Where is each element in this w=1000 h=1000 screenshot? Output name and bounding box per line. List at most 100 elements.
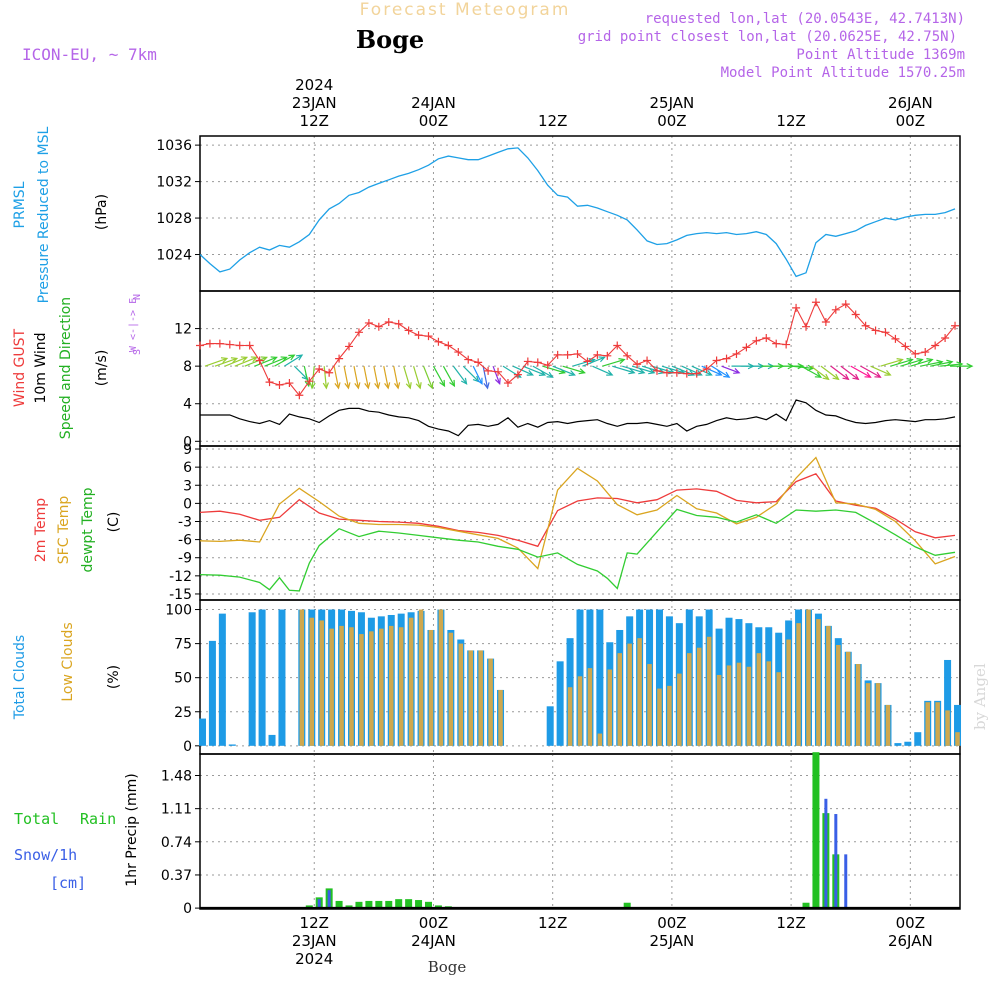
wind-gust-marker	[196, 341, 204, 350]
cloud-bar	[954, 704, 962, 746]
cloud-bar	[657, 688, 662, 746]
clouds-ytick-label: 100	[165, 603, 192, 619]
wind-arrow-head	[628, 368, 636, 375]
wind-arrow-head	[864, 371, 872, 378]
wind-gust-marker	[533, 358, 542, 367]
cloud-bar	[369, 631, 374, 746]
wind-arrow-head	[427, 382, 434, 390]
temperature-ytick-label: 6	[183, 460, 192, 476]
cloud-bar	[816, 619, 821, 746]
cloud-bar	[268, 734, 276, 746]
wind-gust-marker	[513, 370, 522, 379]
pressure-line	[199, 147, 956, 278]
cloud-bar	[319, 620, 324, 746]
wind-labels: Wind GUST 10m Wind Speed and Direction (…	[12, 294, 143, 439]
cloud-bar	[299, 609, 305, 746]
time-label-top: 00Z	[896, 112, 925, 130]
wind-arrow-head	[733, 367, 741, 374]
wind-arrow	[293, 365, 309, 380]
wind-arrow-head	[906, 358, 914, 365]
wind-gust-marker	[603, 351, 612, 360]
precip-bar	[844, 854, 848, 909]
pressure-ytick-label: 1024	[156, 248, 192, 264]
temperature-ytick-label: -15	[169, 587, 192, 603]
wind-gust-marker	[364, 318, 373, 327]
cloud-bar	[865, 683, 871, 746]
wind-gust-marker	[811, 298, 820, 307]
wind-gust-marker	[325, 368, 334, 377]
wind-arrow	[820, 365, 839, 380]
wind-gust-marker	[851, 310, 860, 319]
cloud-bar	[726, 665, 732, 746]
cloud-bar	[687, 653, 692, 746]
pressure-labels: PRMSL Pressure Reduced to MSL (hPa)	[12, 126, 110, 303]
precip-bar	[385, 900, 393, 909]
time-label-top: 12Z	[538, 112, 567, 130]
wind-gust-marker	[682, 369, 691, 378]
wind-arrow	[900, 358, 923, 367]
wind-arrow-head	[354, 382, 361, 390]
precip-bar	[375, 900, 383, 909]
wind-gust-marker	[921, 348, 930, 357]
wind-gust-marker	[891, 334, 900, 343]
wind-arrow	[204, 357, 228, 367]
cloud-bar	[428, 629, 434, 746]
wind-gust-marker	[821, 318, 830, 326]
pressure-ytick-label: 1032	[156, 175, 192, 191]
time-label-top: 00Z	[419, 112, 448, 130]
wind-gust-marker	[831, 305, 840, 314]
wind-gust-marker	[553, 350, 562, 359]
location-title: Boge	[356, 25, 424, 54]
wind-arrow	[721, 365, 740, 374]
wind-arrow-head	[606, 369, 614, 376]
wind-arrow	[393, 366, 399, 389]
wind-arrow-head	[687, 370, 696, 376]
precip-bar	[434, 905, 442, 909]
wind-gust-marker	[911, 349, 920, 358]
temperature-ytick-label: 3	[183, 478, 192, 494]
model-altitude: Model Point Altitude 1570.25m	[721, 65, 965, 81]
wind-arrow-head	[364, 382, 371, 390]
wind-gust-marker	[295, 391, 304, 400]
wind-arrow	[542, 365, 565, 374]
compass-rose: N W <-|-> E S	[128, 294, 143, 355]
cloud-bar	[756, 653, 762, 746]
wind-arrow	[572, 358, 595, 367]
wind-arrow-head	[394, 382, 401, 390]
wind-arrow	[522, 365, 546, 376]
pressure-ytick-label: 1028	[156, 211, 192, 227]
wind-gust-marker	[841, 300, 850, 309]
wind-arrow-head	[814, 371, 823, 378]
wind-arrow	[432, 365, 445, 387]
precip-ytick-label: 1.48	[161, 769, 192, 785]
wind-gust-marker	[354, 328, 363, 337]
wind-gust-marker	[464, 355, 473, 364]
precip-ytick-label: 0.74	[161, 835, 192, 851]
cloud-bar	[218, 613, 226, 746]
precip-bar	[317, 899, 321, 909]
cloud-bar	[845, 651, 851, 746]
wind-arrow-head	[260, 356, 268, 363]
time-label-top: 00Z	[657, 112, 686, 130]
wind-gust-marker	[394, 319, 403, 328]
temperature-frame	[199, 445, 961, 601]
wind-arrow-head	[483, 382, 490, 390]
precip-bar	[812, 752, 820, 909]
wind-gust-marker	[702, 364, 711, 373]
wind-arrow-head	[695, 369, 703, 376]
wind-gust-marker	[205, 339, 214, 348]
wind-arrow-head	[715, 369, 723, 376]
wind-gust-marker	[573, 349, 582, 358]
wind-arrow	[691, 365, 712, 376]
wind-speed-line	[200, 399, 956, 437]
cloud-bar	[826, 625, 831, 746]
cloud-label-unit: (%)	[106, 665, 122, 689]
wind-arrow-head	[460, 377, 468, 385]
precip-bar	[415, 900, 423, 909]
clouds-ytick-label: 25	[174, 705, 192, 721]
wind-gust-marker	[255, 356, 264, 365]
cloud-bar	[339, 625, 344, 746]
wind-arrow	[800, 365, 822, 378]
wind-gust-marker	[335, 354, 344, 363]
